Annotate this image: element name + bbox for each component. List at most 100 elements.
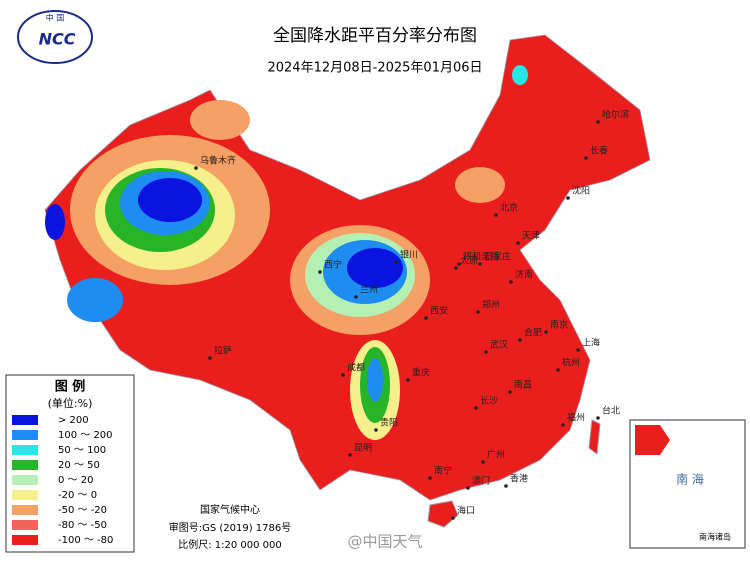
city-dot	[428, 476, 432, 480]
hainan	[427, 500, 459, 528]
field	[367, 358, 383, 402]
legend-label: -50 ～ -20	[58, 505, 107, 516]
legend-swatch	[12, 535, 38, 545]
city-label: 天津	[522, 231, 540, 242]
legend-label: -20 ～ 0	[58, 490, 97, 501]
city-dot	[424, 316, 428, 320]
city-dot	[451, 516, 455, 520]
subtitle: 2024年12月08日-2025年01月06日	[267, 61, 482, 76]
city-dot	[481, 460, 485, 464]
city-label: 重庆	[412, 367, 430, 379]
taiwan	[588, 419, 601, 455]
city-dot	[354, 295, 358, 299]
city-dot	[504, 484, 508, 488]
city-dot	[584, 156, 588, 160]
footer-scale: 比例尺: 1:20 000 000	[178, 538, 282, 551]
legend-unit: (单位:%)	[48, 396, 93, 410]
legend-label: -80 ～ -50	[58, 520, 107, 531]
city-label: 南京	[550, 319, 568, 331]
city-dot	[494, 213, 498, 217]
city-dot	[484, 350, 488, 354]
city-label: 武汉	[490, 339, 508, 351]
field	[347, 248, 403, 288]
city-label: 太原	[460, 255, 478, 267]
city-dot	[318, 270, 322, 274]
city-label: 兰州	[360, 284, 378, 296]
city-label: 北京	[500, 202, 518, 214]
city-dot	[374, 428, 378, 432]
city-label: 石家庄	[484, 251, 511, 263]
city-label: 杭州	[562, 357, 580, 369]
city-label: 乌鲁木齐	[200, 155, 236, 167]
footer-approval: 审图号:GS (2019) 1786号	[169, 521, 292, 534]
title: 全国降水距平百分率分布图	[273, 26, 477, 46]
field	[512, 65, 528, 85]
legend-label: 0 ～ 20	[58, 475, 93, 486]
city-label: 西安	[430, 305, 448, 317]
city-label: 南昌	[514, 379, 532, 391]
city-label: 南宁	[434, 465, 452, 477]
legend-swatch	[12, 430, 38, 440]
legend-label: > 200	[58, 415, 89, 426]
anomaly-fields	[45, 65, 528, 440]
legend-swatch	[12, 415, 38, 425]
city-dot	[208, 356, 212, 360]
city-dot	[406, 378, 410, 382]
city-dot	[454, 266, 458, 270]
city-label: 拉萨	[214, 345, 232, 357]
field	[190, 100, 250, 140]
inset-sea: 南 海	[676, 472, 704, 487]
legend-swatch	[12, 475, 38, 485]
city-dot	[576, 348, 580, 352]
legend-swatch	[12, 520, 38, 530]
logo-ring	[17, 10, 93, 64]
city-dot	[509, 280, 513, 284]
field	[67, 278, 123, 322]
city-label: 上海	[582, 337, 600, 349]
city-dot	[466, 486, 470, 490]
city-dot	[596, 120, 600, 124]
field	[45, 204, 65, 240]
field	[138, 178, 202, 222]
city-dot	[508, 390, 512, 394]
city-label: 呼和浩特	[463, 251, 499, 263]
city-label: 成都	[347, 362, 365, 374]
footer-agency: 国家气候中心	[200, 503, 260, 516]
city-dot	[474, 406, 478, 410]
legend-label: 20 ～ 50	[58, 460, 100, 471]
city-label: 台北	[602, 405, 620, 417]
inset-label: 南海诸岛	[699, 532, 731, 542]
watermark: @中国天气	[347, 533, 422, 551]
city-label: 沈阳	[572, 185, 590, 197]
city-dot	[518, 338, 522, 342]
city-dot	[561, 423, 565, 427]
legend-label: -100 ～ -80	[58, 535, 113, 546]
city-label: 香港	[510, 473, 528, 485]
city-label: 贵阳	[380, 417, 398, 429]
city-dot	[516, 241, 520, 245]
city-label: 广州	[487, 449, 505, 461]
city-dot	[566, 196, 570, 200]
field	[455, 167, 505, 203]
city-label: 澳门	[472, 475, 490, 487]
city-dot	[457, 262, 461, 266]
legend-label: 100 ～ 200	[58, 430, 113, 441]
city-label: 福州	[567, 412, 585, 424]
inset-land	[635, 425, 670, 455]
city-label: 济南	[515, 269, 533, 281]
city-label: 郑州	[482, 299, 500, 311]
city-dot	[194, 166, 198, 170]
legend-swatch	[12, 460, 38, 470]
legend-label: 50 ～ 100	[58, 445, 106, 456]
city-dot	[544, 330, 548, 334]
city-label: 合肥	[524, 327, 542, 339]
city-label: 西宁	[324, 259, 342, 271]
logo: NCC	[39, 30, 76, 49]
legend-swatch	[12, 505, 38, 515]
city-dot	[394, 260, 398, 264]
legend-swatch	[12, 445, 38, 455]
logo-text: 中 国	[46, 13, 65, 23]
city-dot	[341, 373, 345, 377]
